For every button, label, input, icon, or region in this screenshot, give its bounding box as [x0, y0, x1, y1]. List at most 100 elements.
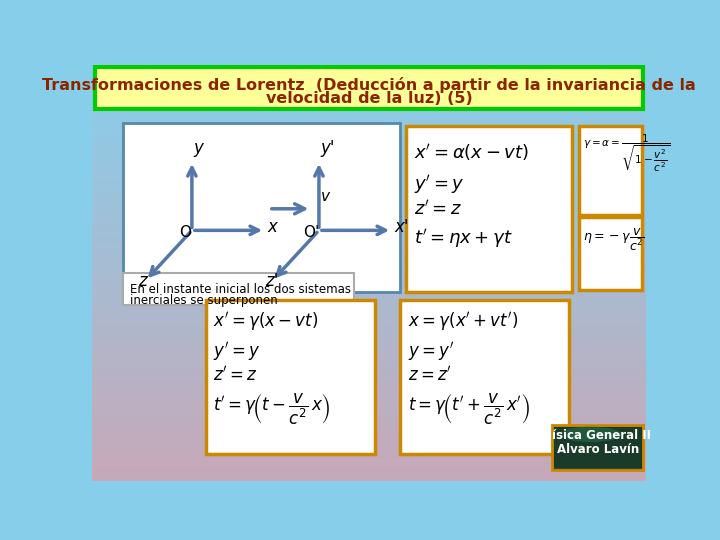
Bar — [92, 230, 647, 231]
Bar — [92, 99, 647, 101]
Bar — [92, 436, 647, 437]
Bar — [92, 237, 647, 238]
Text: $z' = z$: $z' = z$ — [213, 365, 258, 384]
Bar — [92, 268, 647, 270]
Bar — [92, 156, 647, 158]
Text: O: O — [179, 225, 192, 240]
Text: z: z — [138, 272, 147, 290]
Bar — [92, 180, 647, 181]
Bar — [92, 87, 647, 89]
Bar — [92, 367, 647, 368]
Bar — [92, 120, 647, 122]
Bar — [92, 303, 647, 305]
Bar — [92, 165, 647, 166]
Bar — [92, 309, 647, 310]
Bar — [92, 357, 647, 359]
Bar — [92, 356, 647, 357]
Bar — [92, 328, 647, 329]
Text: $z' = z$: $z' = z$ — [414, 200, 462, 219]
Bar — [92, 287, 647, 288]
Bar — [92, 288, 647, 289]
Bar — [92, 439, 647, 441]
Text: $z = z'$: $z = z'$ — [408, 365, 451, 384]
Bar — [92, 461, 647, 463]
Text: v: v — [320, 189, 330, 204]
Bar — [92, 80, 647, 82]
Text: $\eta = -\gamma\dfrac{v}{c^2}$: $\eta = -\gamma\dfrac{v}{c^2}$ — [583, 226, 644, 253]
Bar — [92, 422, 647, 424]
Bar — [92, 382, 647, 383]
Bar — [92, 273, 647, 274]
Bar — [92, 131, 647, 133]
Bar — [92, 213, 647, 214]
Text: Física General II: Física General II — [544, 429, 651, 442]
Text: x: x — [267, 218, 277, 236]
Bar — [92, 170, 647, 172]
Bar — [92, 305, 647, 306]
Bar — [92, 341, 647, 342]
Bar — [92, 263, 647, 265]
Bar — [92, 145, 647, 146]
Bar — [92, 280, 647, 281]
Bar — [92, 72, 647, 73]
Bar — [92, 371, 647, 373]
Bar — [92, 241, 647, 242]
Bar — [92, 244, 647, 245]
Bar — [92, 122, 647, 123]
Bar — [92, 428, 647, 429]
Bar — [92, 119, 647, 120]
Bar — [92, 155, 647, 156]
Bar — [92, 92, 647, 94]
Bar — [92, 197, 647, 198]
Bar — [92, 458, 647, 460]
Bar — [92, 377, 647, 378]
Bar — [92, 256, 647, 258]
Bar — [92, 239, 647, 241]
Bar — [92, 342, 647, 343]
Bar — [92, 83, 647, 84]
Bar — [92, 451, 647, 453]
Bar — [92, 127, 647, 129]
Bar — [92, 181, 647, 183]
Bar — [92, 463, 647, 464]
Bar — [92, 150, 647, 151]
Bar — [92, 306, 647, 307]
Bar — [92, 472, 647, 474]
Bar — [92, 245, 647, 246]
Bar — [92, 468, 647, 469]
Bar — [92, 277, 647, 278]
Bar — [92, 163, 647, 165]
Bar — [554, 427, 642, 468]
Text: inerciales se superponen: inerciales se superponen — [130, 294, 278, 307]
Bar — [92, 450, 647, 451]
Bar — [92, 400, 647, 402]
Text: Transformaciones de Lorentz  (Deducción a partir de la invariancia de la: Transformaciones de Lorentz (Deducción a… — [42, 77, 696, 93]
Bar — [92, 79, 647, 80]
Text: y: y — [194, 139, 203, 157]
Bar — [92, 415, 647, 417]
Bar — [92, 172, 647, 173]
Bar — [92, 334, 647, 335]
Bar — [92, 353, 647, 354]
Bar — [92, 106, 647, 108]
Bar — [92, 167, 647, 169]
Bar — [92, 399, 647, 400]
Bar — [92, 289, 647, 291]
Text: $x' = \alpha(x - vt)$: $x' = \alpha(x - vt)$ — [414, 142, 528, 163]
Bar — [92, 331, 647, 332]
Bar — [92, 345, 647, 346]
Bar — [92, 307, 647, 309]
Bar — [92, 478, 647, 479]
Bar — [92, 101, 647, 102]
Bar — [92, 434, 647, 435]
Bar — [92, 94, 647, 95]
Bar — [92, 475, 647, 476]
Text: velocidad de la luz) (5): velocidad de la luz) (5) — [266, 91, 472, 106]
Bar — [92, 274, 647, 275]
Bar — [92, 474, 647, 475]
Bar — [92, 173, 647, 174]
Bar — [92, 235, 647, 237]
Bar — [92, 310, 647, 312]
Bar — [92, 134, 647, 136]
Bar — [92, 385, 647, 386]
